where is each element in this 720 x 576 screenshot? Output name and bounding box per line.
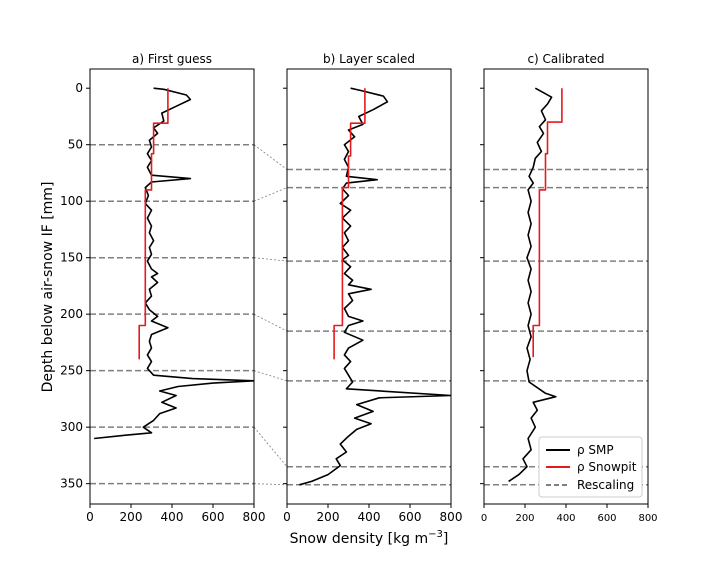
rescaling-connector [253, 187, 288, 202]
series-line-snowpit [333, 88, 366, 360]
legend-label-snowpit: ρ Snowpit [577, 460, 637, 474]
rescaling-connector [253, 426, 288, 467]
x-tick-label: 800 [638, 513, 657, 524]
x-axis-label-close: ] [443, 531, 448, 547]
y-tick-label: 300 [60, 420, 83, 434]
y-tick-label: 350 [60, 477, 83, 491]
panel-first-guess: a) First guess 0 200 400 600 800 0 50 100 150 200 2… [60, 52, 265, 524]
x-axis-label-sup: −3 [428, 529, 443, 540]
series-line-smp [94, 87, 254, 440]
x-axis-label-text: Snow density [kg m [290, 531, 429, 547]
x-tick-label: 800 [243, 510, 266, 524]
panel-layer-scaled: b) Layer scaled 0 200 400 600 800 [283, 52, 462, 524]
y-tick-label: 0 [75, 81, 83, 95]
y-tick-label: 250 [60, 364, 83, 378]
x-tick-label: 400 [161, 510, 184, 524]
x-tick-label: 0 [283, 510, 291, 524]
y-tick-label: 100 [60, 194, 83, 208]
x-tick-label: 400 [358, 510, 381, 524]
x-tick-label: 600 [597, 513, 616, 524]
panel-title: c) Calibrated [527, 52, 604, 66]
x-tick-label: 800 [440, 510, 463, 524]
panel-calibrated: c) Calibrated 0 200 400 600 800 [480, 52, 658, 524]
x-tick-label: 200 [317, 510, 340, 524]
panel-title: a) First guess [132, 52, 212, 66]
x-tick-label: 400 [556, 513, 575, 524]
axes-frame [89, 68, 255, 505]
axes-frame [286, 68, 452, 505]
rescaling-connector [253, 257, 288, 262]
rescaling-connector [253, 370, 288, 382]
x-tick-label: 0 [481, 513, 487, 524]
x-tick-label: 600 [399, 510, 422, 524]
x-tick-label: 200 [515, 513, 534, 524]
series-line-snowpit [532, 88, 563, 358]
x-tick-label: 0 [86, 510, 94, 524]
legend-label-rescaling: Rescaling [577, 478, 634, 492]
legend-frame [538, 436, 643, 498]
rescaling-lines [90, 143, 254, 485]
rescaling-lines [287, 168, 451, 486]
series-line-snowpit [138, 88, 169, 360]
y-tick-label: 150 [60, 251, 83, 265]
legend-label-smp: ρ SMP [577, 443, 614, 457]
rescaling-connector [253, 313, 288, 332]
x-tick-label: 600 [202, 510, 225, 524]
panel-title: b) Layer scaled [323, 52, 415, 66]
series-line-smp [299, 87, 451, 486]
legend: ρ SMP ρ Snowpit Rescaling [538, 436, 643, 498]
rescaling-connector [253, 144, 288, 170]
y-tick-label: 50 [68, 138, 83, 152]
x-tick-label: 200 [120, 510, 143, 524]
rescaling-connector [253, 483, 288, 486]
y-axis-label: Depth below air-snow IF [mm] [40, 182, 56, 393]
series-line-smp [508, 87, 557, 483]
x-axis-label: Snow density [kg m−3] [290, 529, 449, 547]
rescaling-connectors [253, 144, 288, 486]
y-tick-label: 200 [60, 307, 83, 321]
